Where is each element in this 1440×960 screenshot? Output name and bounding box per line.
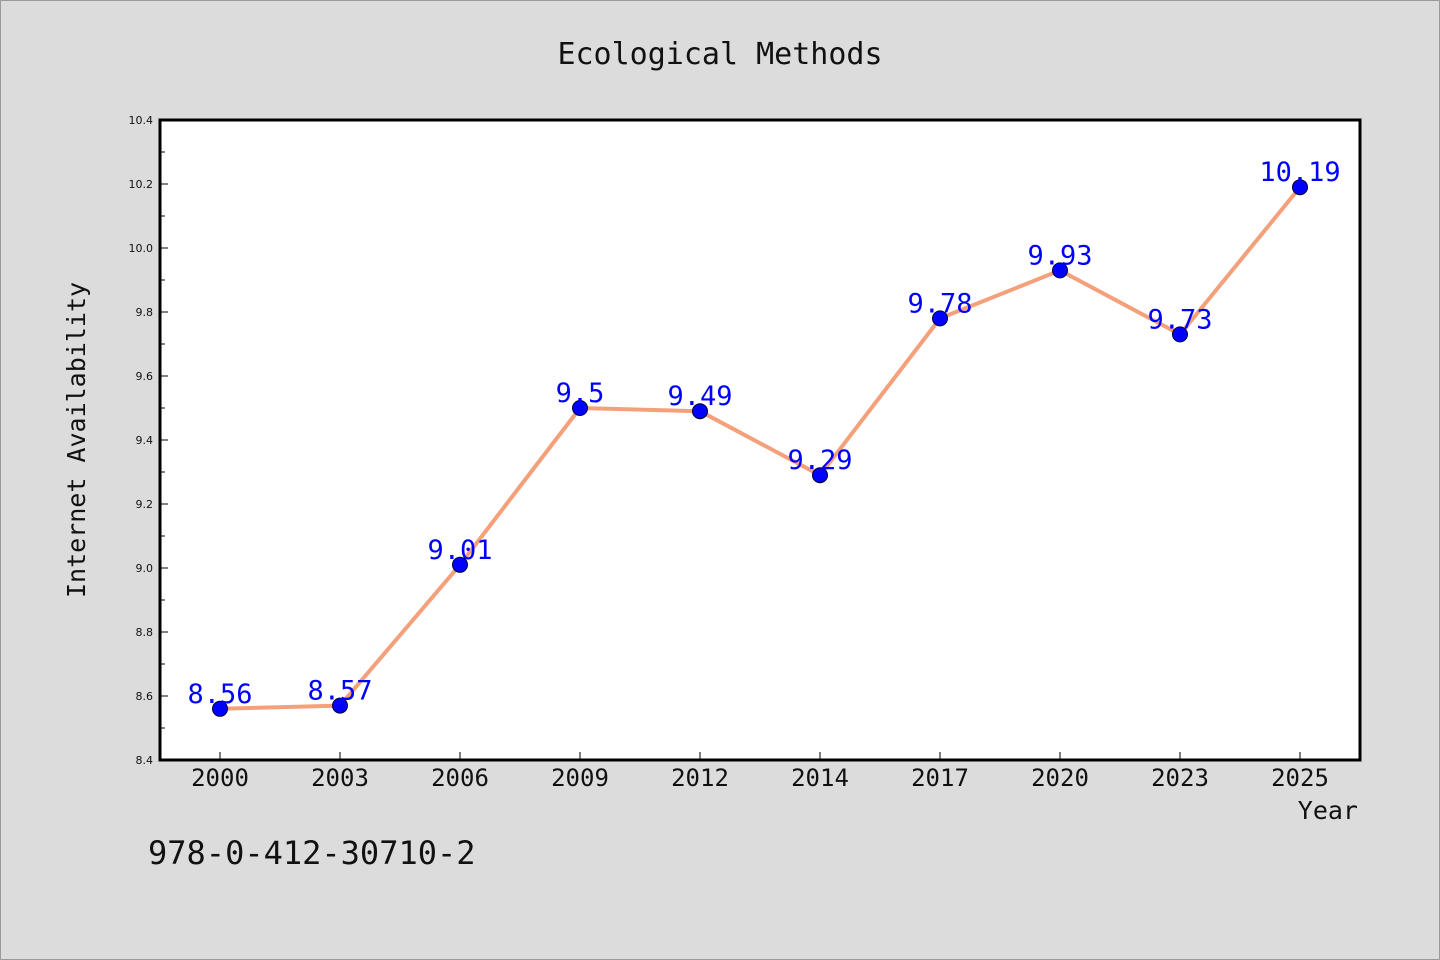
data-label: 9.73 <box>1147 304 1212 335</box>
y-tick-label: 8.8 <box>136 626 154 639</box>
data-point <box>1052 262 1068 279</box>
data-label: 10.19 <box>1259 157 1340 188</box>
chart-title: Ecological Methods <box>557 37 882 72</box>
footer-isbn: 978-0-412-30710-2 <box>148 834 476 872</box>
data-label: 8.56 <box>187 679 252 710</box>
y-tick-label: 10.2 <box>129 178 154 191</box>
y-tick-label: 9.4 <box>136 434 154 447</box>
data-label: 9.29 <box>787 445 852 476</box>
x-tick-label: 2020 <box>1031 764 1089 792</box>
x-tick-label: 2009 <box>551 764 609 792</box>
x-tick-label: 2023 <box>1151 764 1209 792</box>
x-tick-label: 2000 <box>191 764 249 792</box>
data-point <box>932 310 948 327</box>
y-tick-label: 8.6 <box>136 690 154 703</box>
y-tick-label: 8.4 <box>136 754 154 767</box>
y-tick-label: 10.4 <box>129 114 154 127</box>
data-point <box>572 400 588 416</box>
x-axis-label: Year <box>1298 796 1358 825</box>
x-axis: 2000 2003 2006 2009 2012 2014 2017 2020 2023 2025 <box>191 752 1329 792</box>
data-label: 9.5 <box>556 378 605 409</box>
data-point <box>692 403 708 420</box>
data-point <box>332 697 348 714</box>
series-markers <box>212 179 1308 717</box>
x-tick-label: 2003 <box>311 764 369 792</box>
y-axis-label: Internet Availability <box>62 282 91 598</box>
x-tick-label: 2006 <box>431 764 489 792</box>
x-tick-label: 2017 <box>911 764 969 792</box>
y-tick-label: 9.2 <box>136 498 154 511</box>
data-label: 9.93 <box>1027 240 1092 271</box>
series-line <box>219 185 1302 711</box>
data-label: 9.78 <box>907 288 972 319</box>
data-label: 9.49 <box>667 381 732 412</box>
x-tick-label: 2014 <box>791 764 849 792</box>
data-label: 8.57 <box>307 676 372 707</box>
data-point <box>452 556 468 573</box>
y-tick-label: 9.0 <box>136 562 154 575</box>
y-tick-label: 10.0 <box>129 242 154 255</box>
y-tick-label: 9.8 <box>136 306 154 319</box>
y-tick-label: 9.6 <box>136 370 154 383</box>
data-point <box>1172 326 1188 343</box>
data-point <box>1292 179 1308 196</box>
data-label: 9.01 <box>427 535 492 566</box>
plot-border <box>158 118 1362 762</box>
data-labels: 8.56 8.57 9.01 9.5 9.49 9.29 9.78 9.93 9.73 10.19 <box>187 157 1340 710</box>
data-point <box>812 467 828 484</box>
x-tick-label: 2025 <box>1271 764 1329 792</box>
plot-area <box>160 120 1360 760</box>
x-tick-label: 2012 <box>671 764 729 792</box>
data-point <box>212 700 228 717</box>
